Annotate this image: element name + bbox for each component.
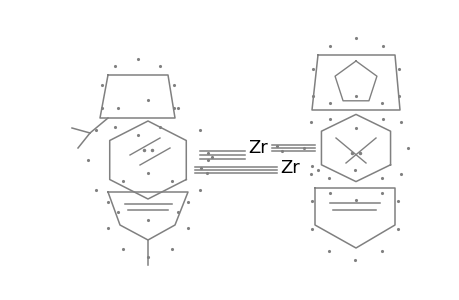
Text: Zr: Zr: [280, 159, 299, 177]
Text: Zr: Zr: [247, 139, 267, 157]
